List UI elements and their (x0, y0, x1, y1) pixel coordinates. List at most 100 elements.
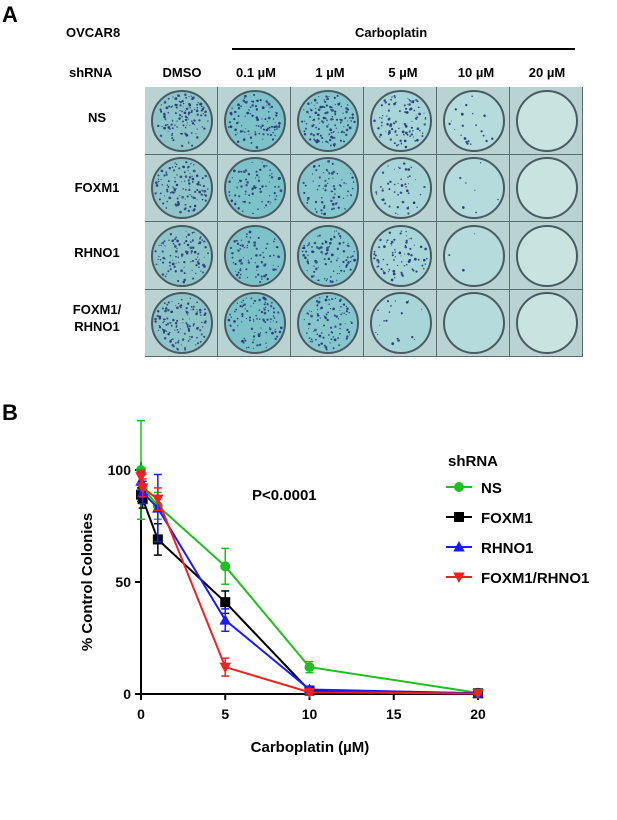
colony (343, 208, 346, 210)
colony (313, 328, 317, 332)
colony (245, 232, 248, 235)
colony (175, 103, 178, 106)
colony (375, 193, 377, 195)
colony (274, 268, 277, 271)
colony (305, 110, 309, 113)
colony (422, 258, 426, 262)
colony (166, 125, 170, 129)
colony (392, 122, 395, 125)
colony (242, 337, 245, 340)
colony (329, 200, 333, 203)
colony (165, 173, 168, 177)
colony (344, 116, 346, 119)
colony (187, 179, 190, 182)
colony (447, 122, 451, 125)
plate-cell (218, 289, 291, 357)
colony (199, 114, 202, 117)
colony (332, 270, 334, 272)
colony (315, 138, 318, 141)
colony (244, 190, 247, 193)
colony (157, 255, 160, 258)
colony (342, 126, 344, 128)
colony (174, 111, 177, 114)
colony (236, 325, 238, 327)
colony (172, 187, 175, 190)
colony (304, 250, 307, 253)
colony (334, 297, 336, 300)
colony (176, 93, 180, 97)
colony-dots (458, 162, 499, 214)
colony (415, 138, 419, 142)
colony (194, 263, 198, 267)
colony (345, 335, 348, 339)
colony (173, 177, 176, 179)
colony (170, 239, 174, 242)
colony (319, 245, 323, 249)
colony (172, 242, 174, 245)
colony (327, 142, 329, 144)
colony (240, 313, 243, 316)
colony (461, 268, 465, 272)
colony (187, 209, 190, 213)
colony (236, 140, 239, 143)
colony (308, 310, 310, 312)
colony (411, 268, 413, 270)
colony (409, 237, 412, 240)
colony-dots (447, 233, 475, 272)
colony (396, 339, 400, 342)
colony (240, 239, 242, 241)
colony (381, 189, 384, 193)
colony (319, 209, 323, 212)
colony (377, 245, 379, 248)
colony (254, 130, 256, 133)
colony (396, 206, 399, 209)
colony (323, 316, 326, 319)
colony (391, 251, 394, 254)
colony (309, 108, 313, 112)
colony (317, 185, 320, 188)
colony (268, 195, 270, 197)
colony (201, 125, 203, 128)
colony (397, 127, 400, 129)
colony (479, 162, 481, 164)
plate-cell (437, 87, 510, 155)
colony (413, 244, 415, 246)
colony (184, 322, 187, 325)
colony (198, 329, 201, 332)
colony (350, 256, 352, 258)
colony (183, 171, 186, 174)
colony (323, 344, 326, 347)
colony-dots (374, 162, 426, 215)
colony (388, 311, 390, 314)
colony (180, 253, 184, 256)
colony (328, 241, 332, 245)
colony (175, 347, 178, 350)
colony (244, 115, 246, 117)
colony (229, 112, 232, 115)
colony (338, 323, 342, 326)
colony (381, 114, 383, 116)
colony (307, 322, 311, 326)
colony (268, 126, 271, 129)
colony (163, 195, 165, 197)
cell-line-label: OVCAR8 (66, 25, 121, 40)
colony (168, 261, 171, 264)
colony (165, 106, 168, 109)
colony (264, 100, 268, 103)
colony (327, 123, 329, 125)
colony (236, 318, 238, 320)
colony (408, 130, 411, 133)
colony (320, 332, 323, 335)
colony (172, 169, 175, 172)
colony (276, 255, 280, 258)
colony (322, 212, 326, 216)
colony (312, 123, 315, 126)
colony (176, 329, 178, 331)
colony (471, 112, 473, 115)
culture-well (150, 224, 213, 287)
plate-cell (364, 289, 437, 357)
colony (322, 187, 324, 190)
colony (190, 131, 193, 134)
colony (202, 112, 204, 115)
colony (327, 245, 330, 248)
